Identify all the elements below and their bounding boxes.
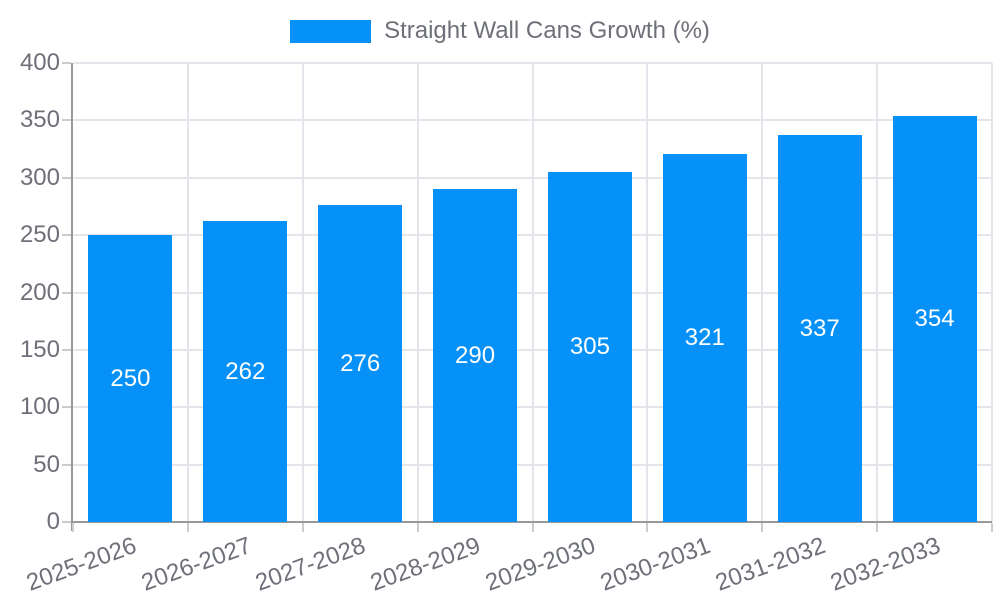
bar[interactable]: 305: [547, 172, 632, 522]
y-axis-tick: [62, 291, 71, 294]
bar[interactable]: 290: [433, 189, 518, 522]
bar[interactable]: 321: [662, 153, 747, 522]
v-gridline: [876, 63, 879, 522]
y-axis-label: 150: [19, 335, 60, 363]
x-axis-tick: [186, 523, 189, 532]
x-axis-tick: [72, 523, 74, 532]
x-axis-label: 2027-2028: [252, 532, 370, 597]
v-gridline: [646, 63, 649, 522]
y-axis-tick: [62, 119, 71, 122]
bar[interactable]: 276: [318, 205, 403, 522]
y-axis-label: 200: [19, 278, 60, 306]
y-axis-tick: [62, 521, 71, 523]
bar-value-label: 337: [799, 314, 840, 342]
v-gridline: [761, 63, 764, 522]
x-axis-label: 2026-2027: [137, 532, 255, 597]
bar-value-label: 354: [914, 304, 955, 332]
bar-value-label: 290: [455, 341, 496, 369]
x-axis-tick: [761, 523, 764, 532]
x-axis-label: 2031-2032: [711, 532, 829, 597]
x-axis-label: 2032-2033: [826, 532, 944, 597]
y-axis-label: 50: [33, 450, 60, 478]
y-axis-label: 0: [46, 508, 60, 535]
x-axis-label: 2025-2026: [22, 532, 140, 597]
bar[interactable]: 262: [203, 221, 288, 522]
y-axis-label: 400: [19, 49, 60, 76]
v-gridline: [416, 63, 419, 522]
bar[interactable]: 337: [777, 135, 862, 522]
x-axis-tick: [646, 523, 649, 532]
x-axis-tick: [301, 523, 304, 532]
legend-swatch: [290, 19, 372, 43]
v-gridline: [301, 63, 304, 522]
y-axis-tick: [62, 234, 71, 237]
legend-item[interactable]: Straight Wall Cans Growth (%): [0, 17, 1000, 45]
y-axis-tick: [62, 463, 71, 466]
x-axis-label: 2029-2030: [482, 532, 600, 597]
v-gridline: [531, 63, 534, 522]
bar-value-label: 276: [340, 349, 381, 377]
v-gridline: [186, 63, 189, 522]
legend-label: Straight Wall Cans Growth (%): [384, 17, 710, 44]
y-axis-label: 250: [19, 221, 60, 249]
y-axis-tick: [62, 176, 71, 179]
y-axis-label: 300: [19, 163, 60, 191]
bar[interactable]: 250: [88, 235, 173, 522]
bar-value-label: 321: [684, 323, 725, 351]
y-axis-label: 100: [19, 393, 60, 421]
bar-value-label: 250: [110, 364, 151, 392]
x-axis-label: 2030-2031: [596, 532, 715, 597]
x-axis-tick: [416, 523, 419, 532]
v-gridline: [991, 63, 993, 522]
bar-value-label: 262: [225, 357, 266, 385]
y-axis-tick: [62, 406, 71, 409]
y-axis-label: 350: [19, 106, 60, 134]
x-axis-tick: [876, 523, 879, 532]
x-axis-tick: [531, 523, 534, 532]
y-axis-tick: [62, 348, 71, 351]
x-axis-line: [71, 521, 992, 523]
y-axis-tick: [62, 62, 71, 64]
bar-value-label: 305: [569, 332, 610, 360]
x-axis-label: 2028-2029: [367, 532, 485, 597]
bar[interactable]: 354: [892, 115, 977, 522]
x-axis-tick: [991, 523, 993, 532]
y-axis-line: [71, 63, 73, 531]
